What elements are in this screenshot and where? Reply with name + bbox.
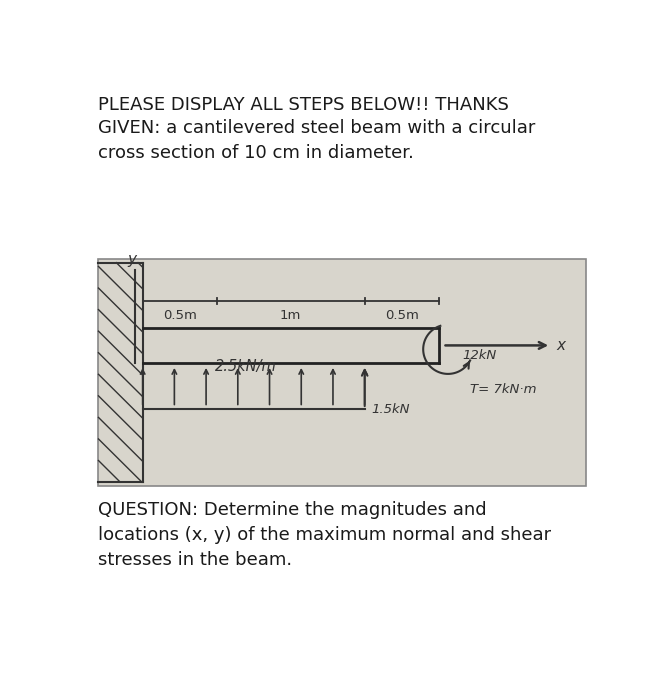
Text: 12kN: 12kN (462, 349, 496, 363)
Text: T= 7kN·m: T= 7kN·m (470, 383, 536, 396)
Text: 0.5m: 0.5m (163, 309, 196, 322)
Text: 1.5kN: 1.5kN (371, 402, 409, 416)
Text: 1m: 1m (280, 309, 302, 322)
Text: GIVEN: a cantilevered steel beam with a circular
cross section of 10 cm in diame: GIVEN: a cantilevered steel beam with a … (98, 118, 535, 162)
Text: x: x (557, 338, 565, 353)
Bar (98, 259, 586, 486)
Text: y: y (127, 252, 136, 267)
Text: 0.5m: 0.5m (385, 309, 419, 322)
Text: 2.5kN/m: 2.5kN/m (215, 359, 277, 375)
Text: QUESTION: Determine the magnitudes and
locations (x, y) of the maximum normal an: QUESTION: Determine the magnitudes and l… (98, 501, 551, 569)
Text: PLEASE DISPLAY ALL STEPS BELOW!! THANKS: PLEASE DISPLAY ALL STEPS BELOW!! THANKS (98, 95, 509, 113)
